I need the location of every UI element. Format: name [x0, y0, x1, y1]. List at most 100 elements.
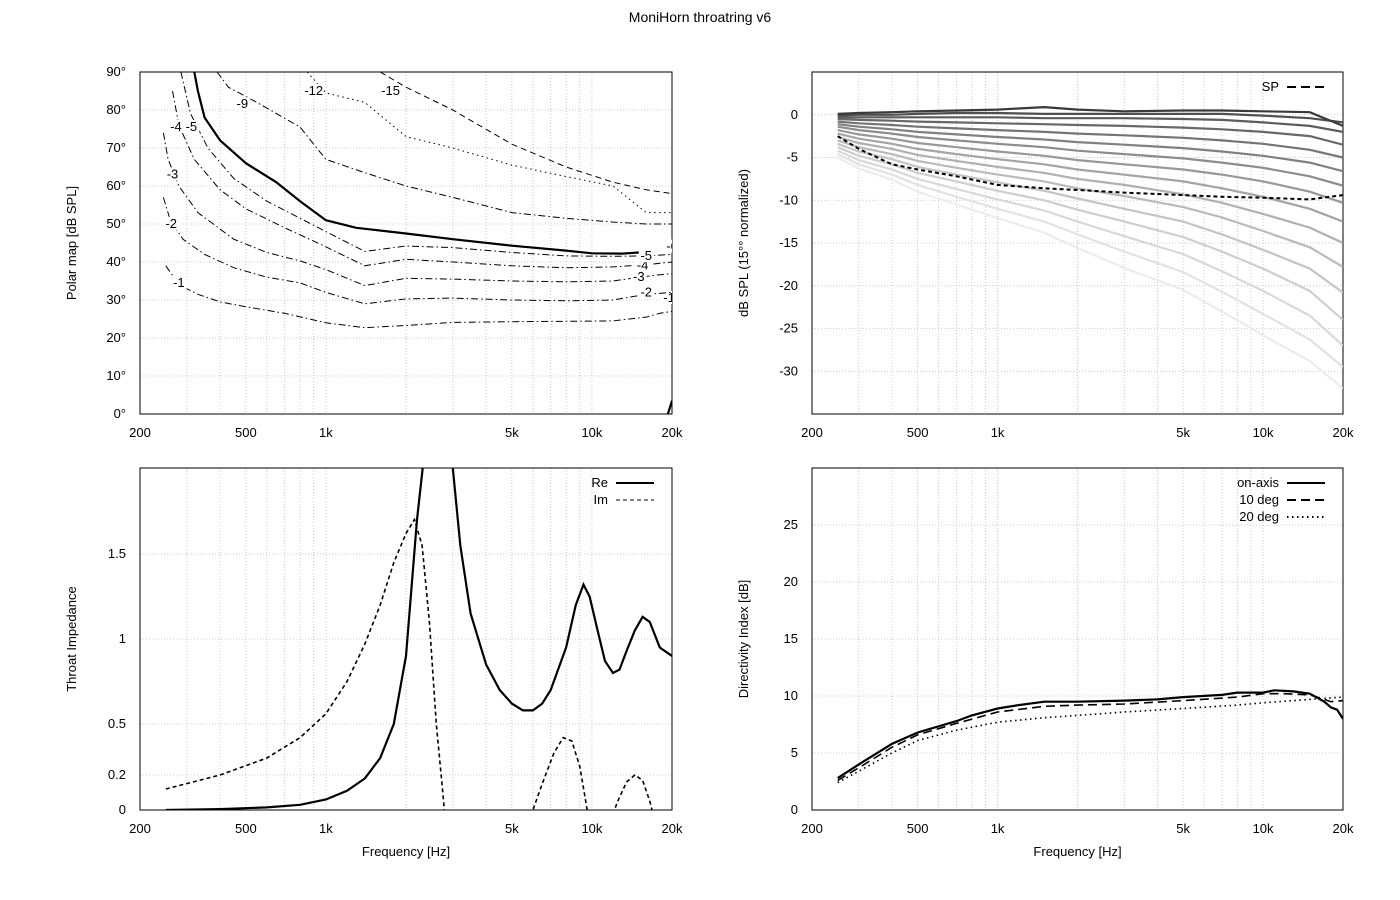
x-tick-label: 5k: [505, 821, 519, 836]
contour-label: -5: [186, 119, 198, 134]
x-tick-label: 10k: [1253, 821, 1274, 836]
figure-title: MoniHorn throatring v6: [628, 9, 772, 25]
x-tick-label: 20k: [1333, 821, 1354, 836]
y-tick-label: 1.5: [108, 546, 126, 561]
legend-label: Im: [594, 492, 608, 507]
series-3: [162, 132, 672, 287]
legend-label: 10 deg: [1239, 492, 1279, 507]
normalized-curve: [837, 120, 1343, 159]
plot-area: [837, 689, 1343, 784]
contour-label: -3: [633, 269, 645, 284]
contour-label: -2: [640, 284, 652, 299]
normalized-curve: [837, 149, 1343, 347]
series-18: [666, 400, 672, 414]
contour-label-bg: [170, 275, 187, 289]
y-tick-label: 15: [784, 631, 798, 646]
x-tick-label: 1k: [991, 821, 1005, 836]
contour-label: -12: [304, 83, 323, 98]
legend-label: Re: [591, 475, 608, 490]
contour-label: -6: [666, 239, 678, 254]
contour-label: -1: [173, 275, 185, 290]
y-tick-label: 0: [119, 802, 126, 817]
x-tick-label: 500: [235, 821, 257, 836]
normalized-curve: [837, 117, 1343, 146]
y-tick-label: -30: [779, 363, 798, 378]
sp-curve: [837, 135, 1343, 201]
series-1: [165, 265, 672, 329]
contour-label: -3: [167, 167, 179, 182]
series-2: [162, 197, 672, 305]
x-tick-label: 20k: [1333, 425, 1354, 440]
series-12: [306, 72, 672, 214]
normalized-curve: [837, 125, 1343, 187]
plot-area: -1-1-2-2-3-3-4-4-5-5-6-9-12 -15: [162, 72, 678, 414]
normalized-curve: [837, 105, 1343, 127]
grid: [140, 468, 672, 811]
series-15: [379, 72, 672, 195]
contour-label: -4: [170, 119, 182, 134]
contour-label-bg: [183, 120, 200, 133]
contour-label-bg: [234, 97, 251, 111]
x-axis-title: Frequency [Hz]: [362, 844, 450, 859]
contour-label-bg: [661, 291, 672, 304]
y-tick-label: 50°: [106, 216, 126, 231]
legend-label: SP: [1262, 79, 1279, 94]
plot-frame: [811, 467, 1344, 811]
y-tick-label: 10°: [106, 368, 126, 383]
x-tick-label: 200: [129, 821, 151, 836]
series-10-deg: [837, 692, 1343, 782]
plot-area: [837, 105, 1343, 390]
y-tick-label: 60°: [106, 178, 126, 193]
y-tick-label: 30°: [106, 292, 126, 307]
grid: [140, 71, 672, 415]
contour-label: -9: [237, 96, 249, 111]
x-tick-label: 20k: [662, 425, 683, 440]
series-5: [180, 72, 672, 257]
normalized-curve: [837, 153, 1343, 368]
contour-label-bg: [382, 83, 399, 97]
x-tick-label: 500: [907, 821, 929, 836]
x-tick-label: 1k: [319, 821, 333, 836]
series-6: [193, 72, 639, 255]
y-tick-label: -15: [779, 235, 798, 250]
normalized-curve: [837, 123, 1343, 173]
normalized-spl-panel: 200 500 1k 5k 10k 20k 0 -5 -10 -15 -20 -25 -30 dB SPL…: [736, 71, 1354, 440]
y-tick-label: 0.5: [108, 716, 126, 731]
contour-label-bg: [630, 270, 647, 284]
x-tick-label: 500: [907, 425, 929, 440]
normalized-curve: [837, 132, 1343, 223]
y-axis-title: Polar map [dB SPL]: [64, 186, 79, 300]
normalized-curve: [837, 129, 1343, 204]
x-axis-title: Frequency [Hz]: [1033, 844, 1121, 859]
contour-label-bg: [638, 285, 655, 299]
y-tick-label: -10: [779, 192, 798, 207]
x-tick-label: 10k: [581, 425, 602, 440]
y-axis-title: dB SPL (15°° normalized): [736, 169, 751, 317]
y-tick-label: -20: [779, 278, 798, 293]
y-tick-label: 1: [119, 631, 126, 646]
y-tick-label: 0.2: [108, 767, 126, 782]
contour-label-bg: [167, 120, 184, 133]
y-tick-label: -5: [786, 150, 798, 165]
throat-impedance-panel: 200 500 1k 5k 10k 20k 0 0.2 0.5 1 1.5 Throat Impeda…: [64, 467, 683, 859]
series-on-axis: [837, 689, 1343, 780]
directivity-index-panel: 200 500 1k 5k 10k 20k 0 5 10 15 20 25 Directivity In…: [736, 467, 1354, 859]
contour-label-bg: [164, 167, 181, 181]
x-tick-label: 10k: [581, 821, 602, 836]
legend-label: 20 deg: [1239, 509, 1279, 524]
contour-label: -1: [663, 290, 675, 305]
contour-label: -2: [165, 216, 177, 231]
series-4: [172, 90, 672, 269]
x-tick-label: 1k: [991, 425, 1005, 440]
contour-label-bg: [163, 216, 180, 230]
y-tick-label: 70°: [106, 140, 126, 155]
series-segment: [531, 736, 589, 810]
plot-frame: [139, 467, 673, 811]
x-tick-label: 500: [235, 425, 257, 440]
y-tick-label: 10: [784, 688, 798, 703]
y-tick-label: 20°: [106, 330, 126, 345]
contour-label-bg: [305, 83, 322, 97]
series-20-deg: [837, 696, 1343, 784]
legend-label: on-axis: [1237, 475, 1279, 490]
